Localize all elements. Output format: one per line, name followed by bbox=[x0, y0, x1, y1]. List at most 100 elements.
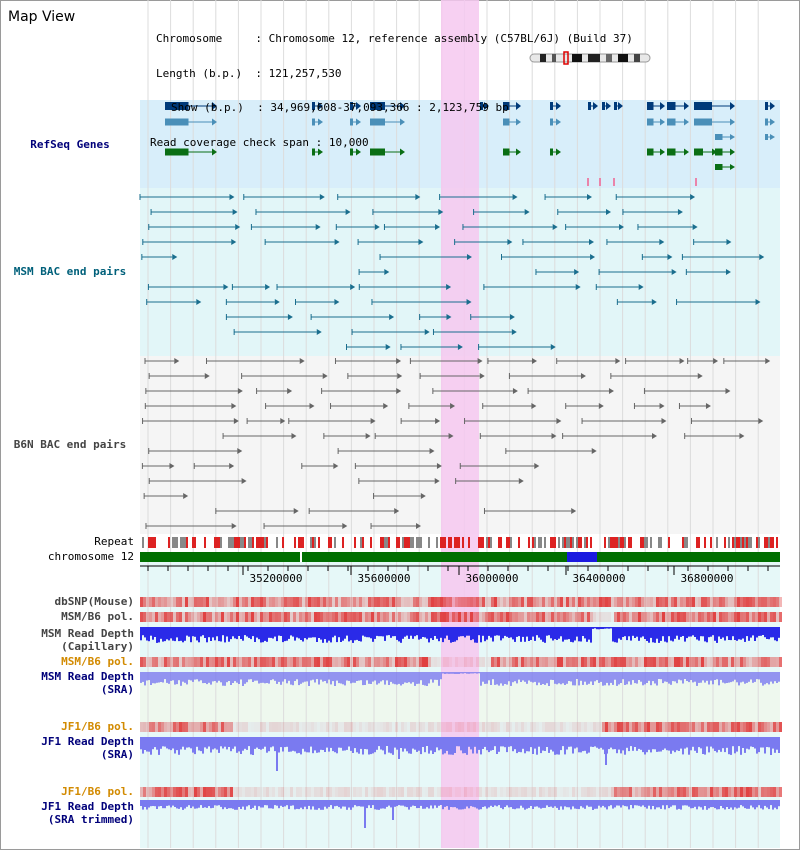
depth-bar bbox=[346, 627, 348, 636]
depth-bar bbox=[154, 627, 156, 637]
depth-bar bbox=[632, 627, 634, 636]
heat-cell bbox=[158, 722, 161, 732]
heat-cell bbox=[155, 722, 158, 732]
repeat-segment bbox=[454, 537, 456, 548]
heat-cell bbox=[683, 657, 686, 667]
heat-cell bbox=[212, 722, 215, 732]
repeat-segment bbox=[330, 537, 332, 548]
heat-cell bbox=[170, 722, 173, 732]
heat-cell bbox=[263, 657, 266, 667]
track-label-jf1-depth[interactable]: JF1 Read Depth (SRA) bbox=[41, 735, 134, 761]
depth-bar bbox=[614, 627, 616, 643]
heat-cell bbox=[650, 787, 653, 797]
repeat-segment bbox=[232, 537, 234, 548]
depth-bar bbox=[270, 800, 272, 809]
heat-cell bbox=[683, 597, 686, 607]
depth-bar bbox=[180, 627, 182, 641]
track-label-msm-depth-sra[interactable]: MSM Read Depth (SRA) bbox=[41, 670, 134, 696]
depth-bar bbox=[168, 800, 170, 806]
repeat-segment bbox=[380, 537, 382, 548]
depth-bar bbox=[614, 672, 616, 680]
heat-cell bbox=[473, 787, 476, 797]
depth-bar bbox=[606, 627, 608, 629]
heat-cell bbox=[614, 722, 617, 732]
depth-bar bbox=[176, 672, 178, 685]
track-label-chromosome[interactable]: chromosome 12 bbox=[47, 550, 134, 563]
depth-bar bbox=[354, 672, 356, 683]
depth-bar bbox=[750, 737, 752, 747]
repeat-segment bbox=[444, 537, 446, 548]
track-label-msm-b6-pol[interactable]: MSM/B6 pol. bbox=[61, 610, 134, 623]
depth-bar bbox=[352, 672, 354, 683]
track-label-refseq[interactable]: RefSeq Genes bbox=[30, 138, 110, 151]
track-label-jf1-pol-trimmed[interactable]: JF1/B6 pol. bbox=[61, 785, 134, 798]
heat-cell bbox=[512, 722, 515, 732]
repeat-segment bbox=[176, 537, 178, 548]
depth-bar bbox=[176, 737, 178, 751]
heat-cell bbox=[758, 657, 761, 667]
track-label-b6n-bac[interactable]: B6N BAC end pairs bbox=[13, 438, 127, 451]
repeat-segment bbox=[318, 537, 320, 548]
heat-cell bbox=[149, 612, 152, 622]
heat-cell bbox=[461, 657, 464, 667]
track-label-msm-depth-capillary[interactable]: MSM Read Depth (Capillary) bbox=[41, 627, 134, 653]
track-label-msm-b6-pol-sra[interactable]: MSM/B6 pol. bbox=[61, 655, 134, 668]
depth-bar bbox=[648, 627, 650, 643]
heat-cell bbox=[563, 787, 566, 797]
heat-cell bbox=[743, 597, 746, 607]
heat-cell bbox=[449, 612, 452, 622]
heat-cell bbox=[698, 787, 701, 797]
jf1-depth-line1: JF1 Read Depth bbox=[41, 735, 134, 748]
repeat-segment bbox=[624, 537, 626, 548]
depth-bar bbox=[352, 737, 354, 753]
track-label-jf1-pol[interactable]: JF1/B6 pol. bbox=[61, 720, 134, 733]
heat-cell bbox=[296, 597, 299, 607]
depth-bar bbox=[542, 737, 544, 751]
gene-exon bbox=[667, 102, 676, 110]
heat-cell bbox=[572, 787, 575, 797]
track-label-msm-bac[interactable]: MSM BAC end pairs bbox=[13, 265, 127, 278]
depth-bar bbox=[468, 737, 470, 747]
depth-bar bbox=[634, 800, 636, 806]
depth-bar bbox=[262, 627, 264, 643]
depth-bar bbox=[242, 627, 244, 641]
heat-cell bbox=[446, 787, 449, 797]
heat-cell bbox=[626, 657, 629, 667]
heat-cell bbox=[380, 657, 383, 667]
depth-bar bbox=[372, 800, 374, 806]
track-label-dbsnp[interactable]: dbSNP(Mouse) bbox=[54, 595, 134, 608]
repeat-segment bbox=[440, 537, 442, 548]
depth-bar bbox=[522, 627, 524, 637]
heat-cell bbox=[263, 597, 266, 607]
bac-end-right bbox=[429, 448, 435, 454]
heat-cell bbox=[317, 597, 320, 607]
depth-bar bbox=[696, 800, 698, 810]
repeat-segment bbox=[216, 537, 218, 548]
heat-cell bbox=[722, 787, 725, 797]
heat-cell bbox=[608, 787, 611, 797]
heat-cell bbox=[728, 787, 731, 797]
heat-cell bbox=[200, 657, 203, 667]
depth-bar bbox=[622, 737, 624, 751]
heat-cell bbox=[362, 612, 365, 622]
depth-bar bbox=[776, 800, 778, 810]
depth-bar bbox=[554, 800, 556, 807]
track-label-jf1-depth-trimmed[interactable]: JF1 Read Depth (SRA trimmed) bbox=[41, 800, 134, 826]
depth-bar bbox=[476, 800, 478, 809]
heat-cell bbox=[749, 787, 752, 797]
depth-bar bbox=[648, 737, 650, 750]
track-label-repeat[interactable]: Repeat bbox=[94, 535, 134, 548]
heat-cell bbox=[773, 597, 776, 607]
heat-cell bbox=[575, 597, 578, 607]
heat-cell bbox=[260, 597, 263, 607]
heat-cell bbox=[566, 612, 569, 622]
heat-cell bbox=[362, 787, 365, 797]
bac-end-right bbox=[204, 373, 210, 379]
depth-bar bbox=[376, 800, 378, 810]
repeat-segment bbox=[698, 537, 700, 548]
heat-cell bbox=[248, 787, 251, 797]
heat-cell bbox=[401, 597, 404, 607]
gene-strand-arrow bbox=[356, 118, 361, 126]
depth-bar bbox=[516, 737, 518, 754]
depth-bar bbox=[320, 737, 322, 750]
